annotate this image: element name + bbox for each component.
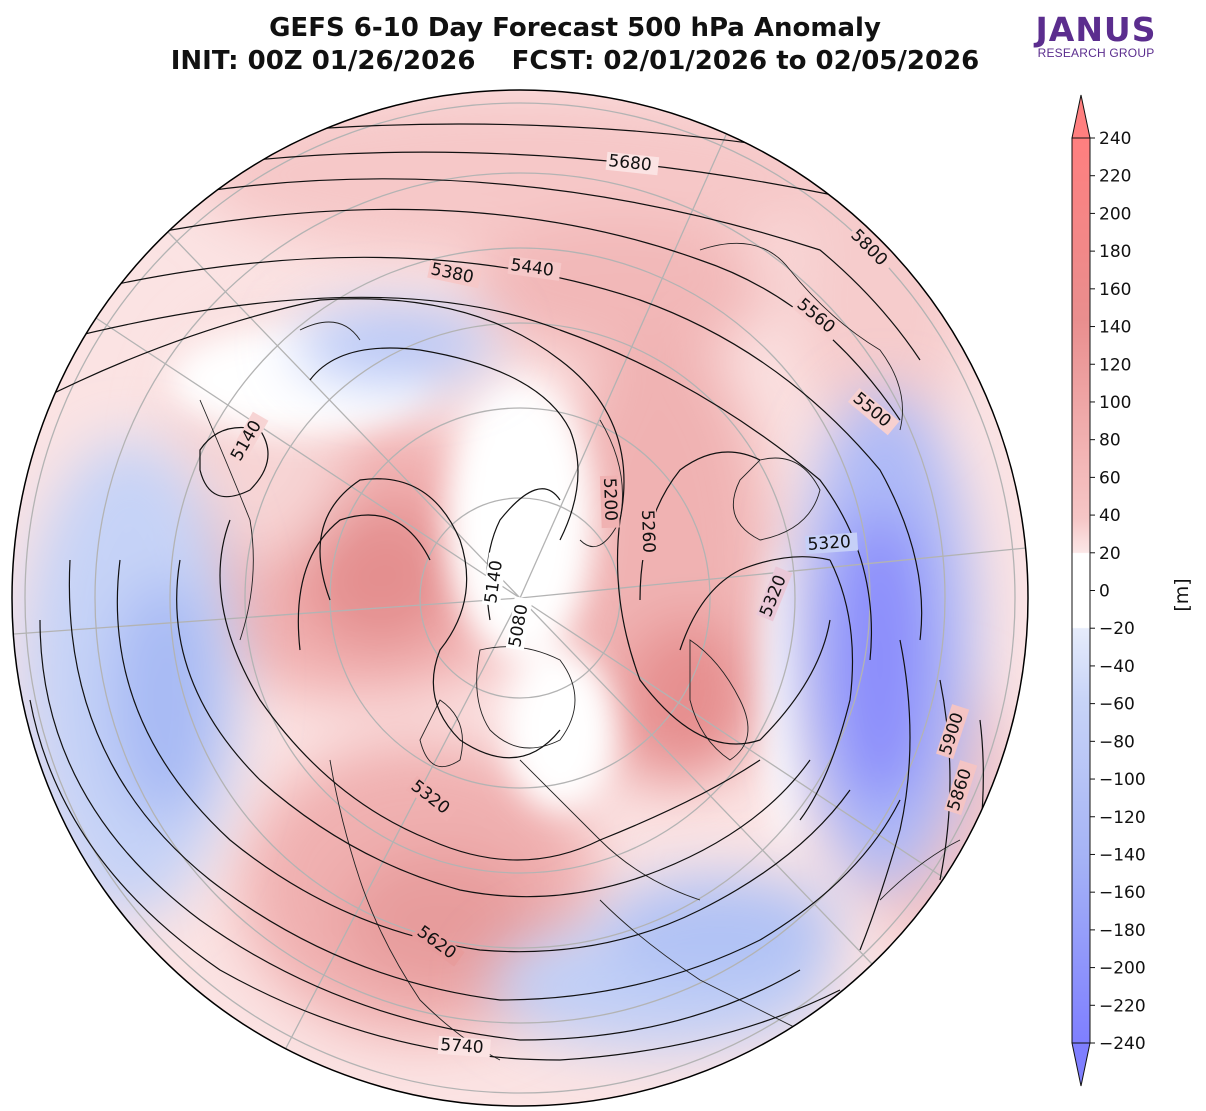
colorbar-tick-label: 40 — [1099, 506, 1121, 526]
logo-subtitle: RESEARCH GROUP — [1037, 46, 1155, 60]
colorbar-tick-label: 200 — [1099, 204, 1131, 224]
graticule — [13, 102, 1027, 1094]
title-line-1: GEFS 6-10 Day Forecast 500 hPa Anomaly — [269, 13, 881, 43]
colorbar-tick-label: 80 — [1099, 431, 1121, 451]
height-contours — [29, 123, 984, 1061]
contour-label: 5200 — [599, 477, 620, 521]
colorbar-tick-label: 220 — [1099, 167, 1131, 187]
colorbar-lower-arrow — [1071, 1042, 1091, 1087]
colorbar-tick-label: −200 — [1099, 959, 1146, 979]
colorbar-tick-label: 120 — [1099, 355, 1131, 375]
colorbar-tick-label: −100 — [1099, 770, 1146, 790]
title-line-2: INIT: 00Z 01/26/2026 FCST: 02/01/2026 to… — [170, 46, 980, 76]
logo-name: JANUS — [1035, 10, 1157, 49]
janus-logo: JANUS RESEARCH GROUP — [1022, 10, 1170, 60]
contour-label: 5320 — [807, 532, 852, 555]
colorbar-tick-label: −160 — [1099, 883, 1146, 903]
contour-label: 5740 — [440, 1035, 485, 1058]
colorbar-upper-arrow — [1071, 94, 1091, 139]
chart-title: GEFS 6-10 Day Forecast 500 hPa Anomaly I… — [60, 12, 1090, 78]
colorbar-tick-label: −60 — [1099, 695, 1135, 715]
colorbar-tick-label: −80 — [1099, 732, 1135, 752]
colorbar-tick-label: −120 — [1099, 808, 1146, 828]
colorbar-tick-label: −180 — [1099, 921, 1146, 941]
map-boundary — [11, 89, 1029, 1107]
colorbar-tick-label: −220 — [1099, 996, 1146, 1016]
colorbar-tick-label: 20 — [1099, 544, 1121, 564]
colorbar-tick-label: 60 — [1099, 468, 1121, 488]
colorbar-tick-label: −140 — [1099, 845, 1146, 865]
colorbar-ticks: 240220200180160140120100806040200−20−40−… — [1090, 129, 1146, 1054]
contour-label: 5680 — [607, 151, 652, 175]
colorbar-tick-label: 140 — [1099, 318, 1131, 338]
colorbar-unit: [m] — [1171, 578, 1193, 612]
contour-label: 5260 — [637, 509, 658, 553]
colorbar-tick-label: 240 — [1099, 129, 1131, 149]
colorbar-tick-label: −240 — [1099, 1034, 1146, 1054]
colorbar-tick-label: 0 — [1099, 582, 1110, 602]
colorbar-tick-label: −20 — [1099, 619, 1135, 639]
colorbar-tick-label: 180 — [1099, 242, 1131, 262]
colorbar-body — [1071, 137, 1091, 1044]
colorbar-tick-label: 160 — [1099, 280, 1131, 300]
colorbar-tick-label: 100 — [1099, 393, 1131, 413]
colorbar-tick-label: −40 — [1099, 657, 1135, 677]
anomaly-field: 5680 5800 5380 5440 5560 5500 5140 5200 … — [12, 90, 1028, 1106]
